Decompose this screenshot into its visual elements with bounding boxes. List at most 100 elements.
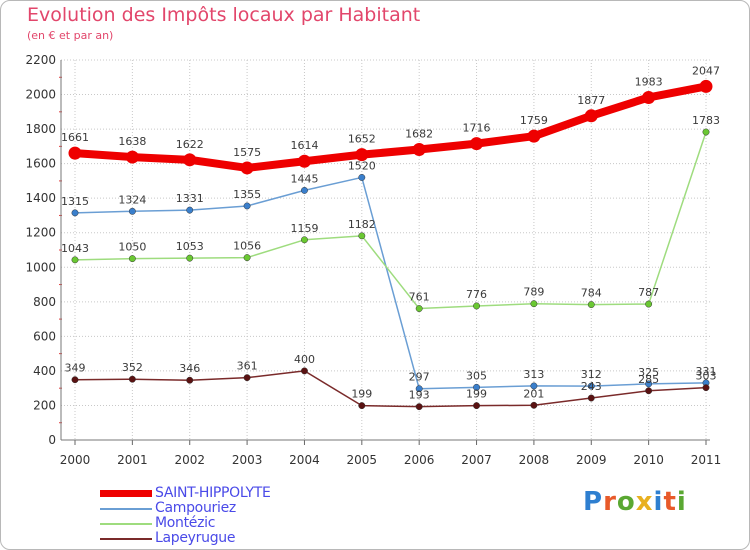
logo-letter: r [603, 487, 617, 517]
series-point-2 [645, 300, 653, 308]
y-tick-label: 200 [33, 398, 56, 412]
series-point-0 [68, 146, 82, 160]
series-point-1 [128, 207, 136, 215]
data-label-1: 1445 [290, 172, 318, 185]
data-label-0: 1983 [635, 75, 663, 88]
x-tick-label: 2001 [117, 453, 148, 467]
y-tick-label: 1800 [25, 122, 56, 136]
series-point-1 [186, 206, 194, 214]
series-point-2 [243, 254, 251, 262]
series-point-2 [71, 256, 79, 264]
series-point-2 [186, 254, 194, 262]
data-label-2: 789 [523, 286, 544, 299]
data-label-0: 1682 [405, 127, 433, 140]
series-point-3 [243, 374, 251, 382]
data-label-3: 285 [638, 373, 659, 386]
chart-title: Evolution des Impôts locaux par Habitant [27, 4, 421, 26]
series-point-2 [128, 255, 136, 263]
y-tick-label: 2200 [25, 53, 56, 67]
series-point-0 [470, 137, 484, 151]
series-line-2 [74, 131, 707, 310]
series-point-1 [530, 382, 538, 390]
data-label-2: 787 [638, 286, 659, 299]
data-label-3: 400 [294, 353, 315, 366]
series-point-3 [645, 387, 653, 395]
y-tick-label: 800 [33, 295, 56, 309]
data-label-1: 1331 [176, 192, 204, 205]
data-label-0: 1575 [233, 146, 261, 159]
y-tick-label: 1400 [25, 191, 56, 205]
series-line-3 [74, 370, 707, 408]
series-point-3 [702, 384, 710, 392]
series-point-0 [240, 161, 254, 175]
series-point-3 [301, 367, 308, 375]
series-point-2 [702, 128, 710, 136]
data-label-1: 331 [696, 365, 717, 378]
data-label-2: 1182 [348, 218, 376, 231]
x-tick-label: 2008 [519, 453, 550, 467]
data-label-layer: 1315 1324 1331 1355 1445 1520 297 305 313 312 325 3… [61, 64, 720, 401]
data-label-3: 361 [237, 360, 258, 373]
series-point-1 [587, 382, 595, 390]
chart-subtitle: (en € et par an) [27, 29, 114, 42]
data-label-0: 2047 [692, 64, 720, 77]
data-label-1: 313 [523, 368, 544, 381]
y-tick-label: 2000 [25, 88, 56, 102]
legend-swatch-saint-hippolyte [100, 490, 152, 497]
data-label-2: 1043 [61, 242, 89, 255]
data-label-3: 199 [351, 388, 372, 401]
series-point-2 [415, 305, 423, 313]
data-label-1: 1324 [118, 193, 146, 206]
data-label-2: 1783 [692, 114, 720, 127]
logo-letter: t [663, 487, 677, 517]
series-point-0 [183, 153, 197, 167]
series-layer [68, 79, 713, 411]
series-point-3 [587, 394, 595, 402]
data-label-0: 1614 [290, 139, 318, 152]
y-tick-label: 1200 [25, 226, 56, 240]
grid-layer [61, 59, 710, 441]
data-label-1: 1315 [61, 195, 89, 208]
data-label-1: 305 [466, 369, 487, 382]
data-label-2: 776 [466, 288, 487, 301]
data-label-2: 1056 [233, 240, 261, 253]
series-point-3 [186, 376, 194, 384]
x-tick-label: 2007 [461, 453, 492, 467]
x-tick-label: 2000 [60, 453, 91, 467]
y-tick-label: 400 [33, 364, 56, 378]
x-tick-label: 2011 [691, 453, 722, 467]
legend-label-lapeyrugue: Lapeyrugue [155, 530, 236, 546]
series-point-2 [358, 232, 366, 240]
series-point-3 [71, 376, 79, 384]
data-label-3: 193 [409, 389, 430, 402]
legend-swatch-campouriez [100, 508, 152, 510]
data-label-3: 243 [581, 380, 602, 393]
series-point-1 [473, 383, 480, 391]
series-point-1 [415, 385, 423, 393]
series-point-2 [301, 236, 308, 244]
series-point-3 [415, 403, 423, 411]
data-label-3: 303 [696, 370, 717, 383]
series-point-1 [358, 174, 366, 181]
series-point-0 [355, 148, 369, 162]
series-point-3 [530, 401, 538, 409]
data-label-2: 1050 [118, 241, 146, 254]
series-point-0 [297, 154, 311, 168]
y-tick-label: 1600 [25, 157, 56, 171]
series-point-2 [473, 302, 480, 310]
logo-letter: x [635, 487, 654, 517]
data-label-1: 1355 [233, 188, 261, 201]
y-tick-label: 600 [33, 329, 56, 343]
data-label-2: 1053 [176, 240, 204, 253]
x-tick-label: 2010 [633, 453, 664, 467]
series-point-2 [587, 301, 595, 309]
legend-swatch-montezic [100, 523, 152, 525]
proxiti-logo: Proxiti [583, 487, 687, 517]
data-label-2: 1159 [290, 222, 318, 235]
series-point-3 [358, 402, 366, 410]
x-tick-label: 2004 [289, 453, 320, 467]
data-label-1: 312 [581, 368, 602, 381]
data-label-2: 761 [409, 291, 430, 304]
y-tick-label: 0 [48, 433, 56, 447]
